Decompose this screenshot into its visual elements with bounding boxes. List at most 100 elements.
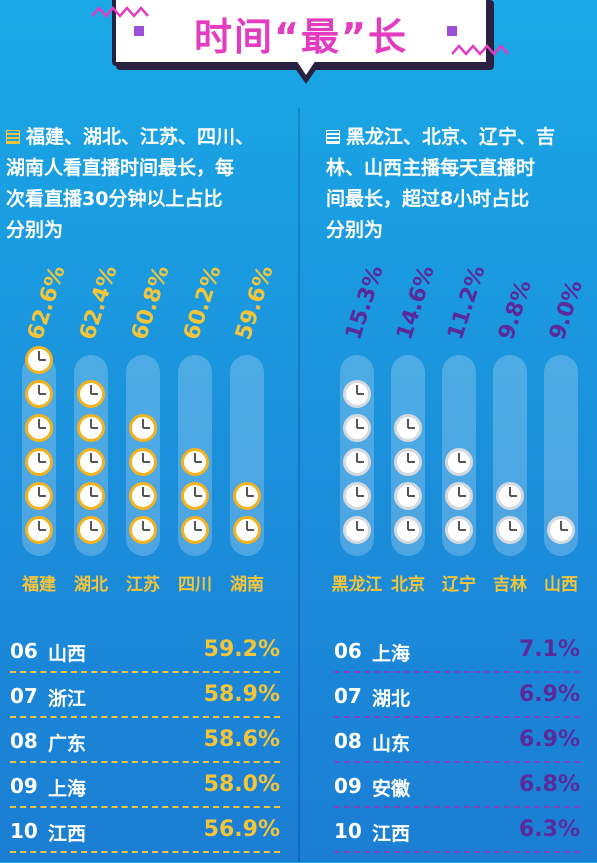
rank-province: 湖北 [372, 688, 411, 710]
list-item: 06 山西 59.2% [10, 637, 280, 683]
clock-icon [445, 448, 473, 476]
rank-value: 56.9% [203, 817, 280, 842]
rank-number: 08 [334, 729, 362, 753]
clock-icon [445, 516, 473, 544]
clock-icon [394, 482, 422, 510]
clock-icon [343, 482, 371, 510]
right-description-line: 分别为 [326, 219, 384, 241]
rank-value: 58.6% [203, 727, 280, 752]
clock-icon [445, 482, 473, 510]
rank-number: 08 [10, 729, 38, 753]
clock-icon [77, 380, 105, 408]
right-bar-value-label: 14.6% [392, 262, 440, 343]
rank-divider [10, 716, 280, 718]
list-item: 06 上海 7.1% [334, 637, 580, 683]
decor-square-icon [134, 26, 144, 36]
left-description: 福建、湖北、江苏、四川、 湖南人看直播时间最长，每 次看直播30分钟以上占比 分… [6, 122, 298, 246]
clock-icon [25, 516, 53, 544]
left-category-label: 福建 [22, 575, 56, 595]
rank-divider [334, 716, 580, 718]
clock-icon [25, 346, 53, 374]
rank-number: 09 [10, 774, 38, 798]
clock-icon [129, 414, 157, 442]
rank-divider [10, 671, 280, 673]
rank-divider [334, 806, 580, 808]
list-item: 07 浙江 58.9% [10, 682, 280, 728]
right-description-line: 林、山西主播每天直播时 [326, 157, 536, 179]
zigzag-decor-icon [452, 44, 509, 56]
rank-province: 广东 [48, 733, 87, 755]
clock-icon [394, 516, 422, 544]
clock-icon [181, 448, 209, 476]
right-description-line: 间最长，超过8小时占比 [326, 188, 530, 210]
decor-square-icon [447, 26, 457, 36]
rank-number: 10 [334, 819, 362, 843]
right-description-line: 黑龙江、北京、辽宁、吉 [346, 126, 556, 148]
left-category-label: 江苏 [126, 575, 160, 595]
clock-icon [77, 482, 105, 510]
rank-number: 10 [10, 819, 38, 843]
page-title: 时间“最”长 [194, 15, 408, 59]
left-description-line: 分别为 [6, 219, 64, 241]
rank-province: 江西 [48, 823, 87, 845]
rank-province: 山西 [48, 643, 87, 665]
rank-value: 6.3% [518, 817, 580, 842]
clock-icon [394, 448, 422, 476]
list-item: 10 江西 56.9% [10, 817, 280, 863]
clock-icon [343, 414, 371, 442]
rank-value: 58.0% [203, 772, 280, 797]
clock-icon [233, 482, 261, 510]
rank-province: 江西 [372, 823, 411, 845]
rank-province: 上海 [48, 778, 87, 800]
rank-number: 07 [10, 684, 38, 708]
list-item: 09 上海 58.0% [10, 772, 280, 818]
right-bar-value-label: 15.3% [341, 262, 389, 343]
rank-divider [10, 806, 280, 808]
rank-value: 6.8% [518, 772, 580, 797]
clock-icon [77, 448, 105, 476]
right-bar-value-label: 9.0% [545, 277, 588, 343]
rank-divider [334, 851, 580, 853]
rank-value: 59.2% [203, 637, 280, 662]
clock-icon [25, 380, 53, 408]
clock-icon [496, 516, 524, 544]
rank-number: 06 [10, 639, 38, 663]
left-description-line: 湖南人看直播时间最长，每 [6, 157, 235, 179]
list-item: 08 广东 58.6% [10, 727, 280, 773]
zigzag-decor-icon [92, 6, 149, 18]
rank-province: 浙江 [48, 688, 87, 710]
right-bar-value-label: 9.8% [494, 277, 537, 343]
left-category-label: 湖南 [230, 575, 264, 595]
list-bullet-icon [326, 130, 340, 144]
left-category-label: 四川 [178, 575, 212, 595]
clock-icon [129, 448, 157, 476]
left-bar-value-label: 60.2% [179, 262, 227, 343]
clock-icon [233, 516, 261, 544]
right-category-label: 山西 [544, 575, 578, 595]
rank-divider [334, 671, 580, 673]
clock-icon [25, 482, 53, 510]
left-category-label: 湖北 [74, 575, 108, 595]
rank-province: 上海 [372, 643, 411, 665]
rank-province: 山东 [372, 733, 411, 755]
list-item: 08 山东 6.9% [334, 727, 580, 773]
right-category-label: 辽宁 [442, 575, 476, 595]
clock-icon [77, 414, 105, 442]
rank-value: 6.9% [518, 682, 580, 707]
list-item: 10 江西 6.3% [334, 817, 580, 863]
rank-number: 07 [334, 684, 362, 708]
rank-value: 58.9% [203, 682, 280, 707]
rank-province: 安徽 [372, 778, 411, 800]
list-bullet-icon [6, 130, 20, 144]
right-description: 黑龙江、北京、辽宁、吉 林、山西主播每天直播时 间最长，超过8小时占比 分别为 [326, 122, 596, 246]
rank-value: 6.9% [518, 727, 580, 752]
clock-icon [343, 448, 371, 476]
right-category-label: 黑龙江 [331, 575, 383, 595]
left-bar-value-label: 60.8% [127, 262, 175, 343]
clock-icon [496, 482, 524, 510]
rank-divider [10, 761, 280, 763]
clock-icon [181, 516, 209, 544]
rank-divider [10, 851, 280, 853]
list-item: 07 湖北 6.9% [334, 682, 580, 728]
left-bar-value-label: 62.4% [75, 262, 123, 343]
